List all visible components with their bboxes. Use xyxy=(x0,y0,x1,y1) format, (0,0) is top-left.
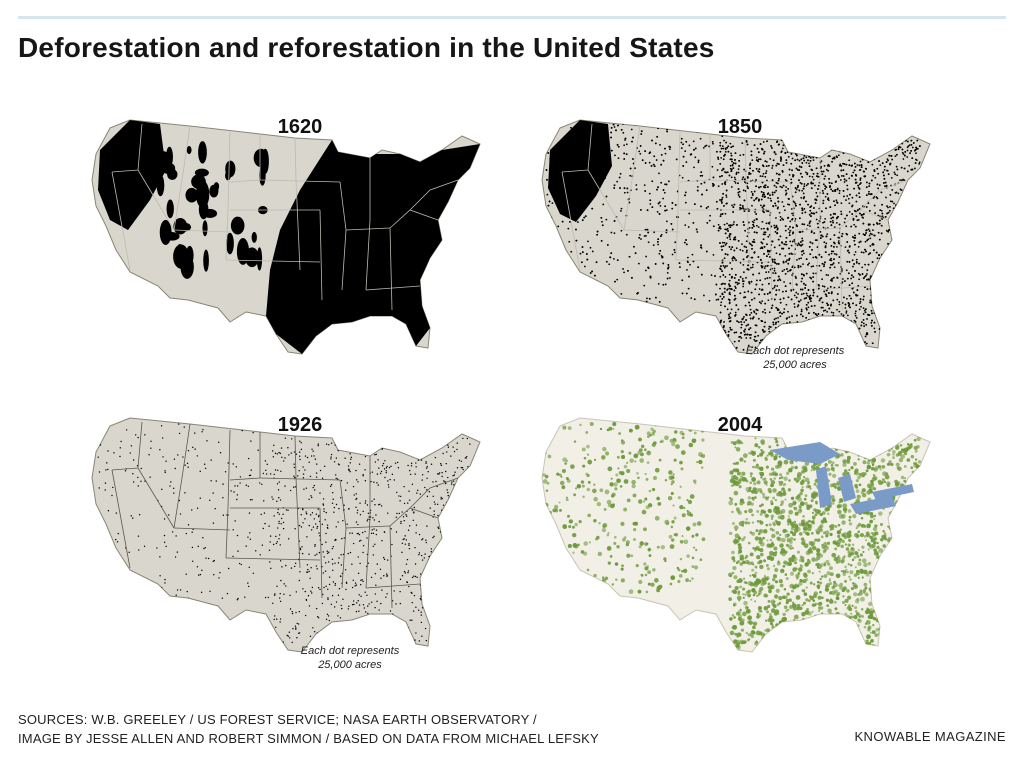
lake-shape xyxy=(816,466,832,508)
state-border-line xyxy=(227,131,231,211)
map-panel-2004: 2004 xyxy=(520,408,980,668)
state-borders xyxy=(561,123,909,311)
great-lakes xyxy=(770,442,914,514)
state-border-line xyxy=(745,179,751,271)
state-border-line xyxy=(409,179,459,211)
dot-legend-note: Each dot represents 25,000 acres xyxy=(720,344,870,372)
state-border-line xyxy=(319,507,323,599)
state-border-line xyxy=(319,209,323,301)
us-map-1620 xyxy=(91,119,481,355)
dot-legend-line2: 25,000 acres xyxy=(763,359,827,371)
lake-shape xyxy=(838,474,856,502)
state-border-line xyxy=(225,507,229,559)
state-border-line xyxy=(173,423,191,529)
state-border-line xyxy=(137,169,175,231)
state-border-line xyxy=(623,125,641,231)
map-year-label: 1850 xyxy=(717,116,763,138)
state-border-line xyxy=(587,169,625,231)
state-border-line xyxy=(173,125,191,231)
us-map-2004 xyxy=(541,417,931,653)
state-border-line xyxy=(295,477,301,569)
state-border-line xyxy=(259,179,341,183)
state-border-line xyxy=(365,158,371,291)
sources-credit: SOURCES: W.B. GREELEY / US FOREST SERVIC… xyxy=(18,710,599,748)
lake-shape xyxy=(850,496,896,514)
map-panel-1926: 1926 Each dot represents 25,000 acres xyxy=(70,408,530,671)
state-border-line xyxy=(227,429,231,509)
state-border-line xyxy=(409,477,459,509)
state-border-line xyxy=(225,557,321,561)
map-year-label: 1620 xyxy=(277,116,323,138)
state-border-line xyxy=(623,229,681,233)
lake-shape xyxy=(872,484,914,500)
state-border-line xyxy=(389,525,393,609)
state-borders xyxy=(111,123,459,311)
us-map-1926 xyxy=(91,417,481,653)
map-panel-1620: 1620 xyxy=(70,110,530,370)
state-border-line xyxy=(769,209,773,301)
state-border-line xyxy=(815,158,821,291)
state-border-line xyxy=(294,137,297,181)
state-border-line xyxy=(675,209,679,261)
state-border-line xyxy=(839,227,843,311)
top-rule xyxy=(18,16,1006,19)
state-border-line xyxy=(345,525,391,529)
us-outline xyxy=(91,417,481,653)
state-border-line xyxy=(137,467,175,529)
state-border-line xyxy=(744,137,747,181)
sources-line2: IMAGE BY JESSE ALLEN AND ROBERT SIMMON /… xyxy=(18,731,599,746)
state-border-line xyxy=(111,469,131,569)
state-border-line xyxy=(389,227,393,311)
state-border-line xyxy=(295,179,301,271)
state-border-line xyxy=(225,209,229,261)
state-border-line xyxy=(365,583,421,589)
lake-shape xyxy=(770,442,840,464)
state-border-line xyxy=(294,435,297,479)
map-panel-1850: 1850 Each dot represents 25,000 acres xyxy=(520,110,980,372)
sources-line1: SOURCES: W.B. GREELEY / US FOREST SERVIC… xyxy=(18,712,537,727)
state-border-line xyxy=(815,285,871,291)
state-border-line xyxy=(795,227,841,231)
state-border-line xyxy=(709,179,791,183)
state-border-line xyxy=(225,259,321,263)
brand-credit: KNOWABLE MAGAZINE xyxy=(854,729,1006,744)
us-map-1850 xyxy=(541,119,931,355)
map-year-label: 1926 xyxy=(277,414,323,436)
dot-legend-note: Each dot represents 25,000 acres xyxy=(275,644,425,672)
state-border-line xyxy=(111,171,131,271)
page-title: Deforestation and reforestation in the U… xyxy=(18,32,715,63)
state-border-line xyxy=(345,227,391,231)
map-year-label: 2004 xyxy=(717,414,763,436)
state-border-line xyxy=(173,229,231,233)
state-border-line xyxy=(677,131,681,211)
dot-legend-line2: 25,000 acres xyxy=(318,659,382,671)
dot-legend-line1: Each dot represents xyxy=(300,645,400,657)
state-border-line xyxy=(259,477,341,481)
state-border-line xyxy=(173,527,231,531)
state-border-line xyxy=(365,285,421,291)
state-border-line xyxy=(859,179,909,211)
state-border-line xyxy=(365,456,371,589)
state-border-line xyxy=(561,171,581,271)
state-border-line xyxy=(675,259,771,263)
dot-legend-line1: Each dot represents xyxy=(745,345,845,357)
state-borders xyxy=(111,421,459,609)
